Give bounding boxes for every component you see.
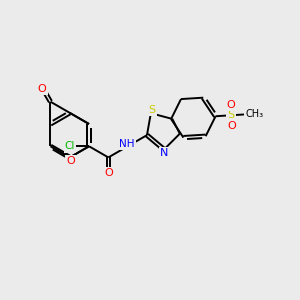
Text: O: O: [226, 100, 235, 110]
Text: S: S: [148, 105, 156, 115]
Text: S: S: [227, 110, 235, 120]
Text: O: O: [104, 168, 113, 178]
Text: O: O: [38, 84, 46, 94]
Text: N: N: [160, 148, 168, 158]
Text: O: O: [227, 121, 236, 131]
Text: Cl: Cl: [65, 141, 75, 151]
Text: O: O: [67, 156, 75, 166]
Text: CH₃: CH₃: [246, 109, 264, 119]
Text: NH: NH: [119, 139, 135, 149]
